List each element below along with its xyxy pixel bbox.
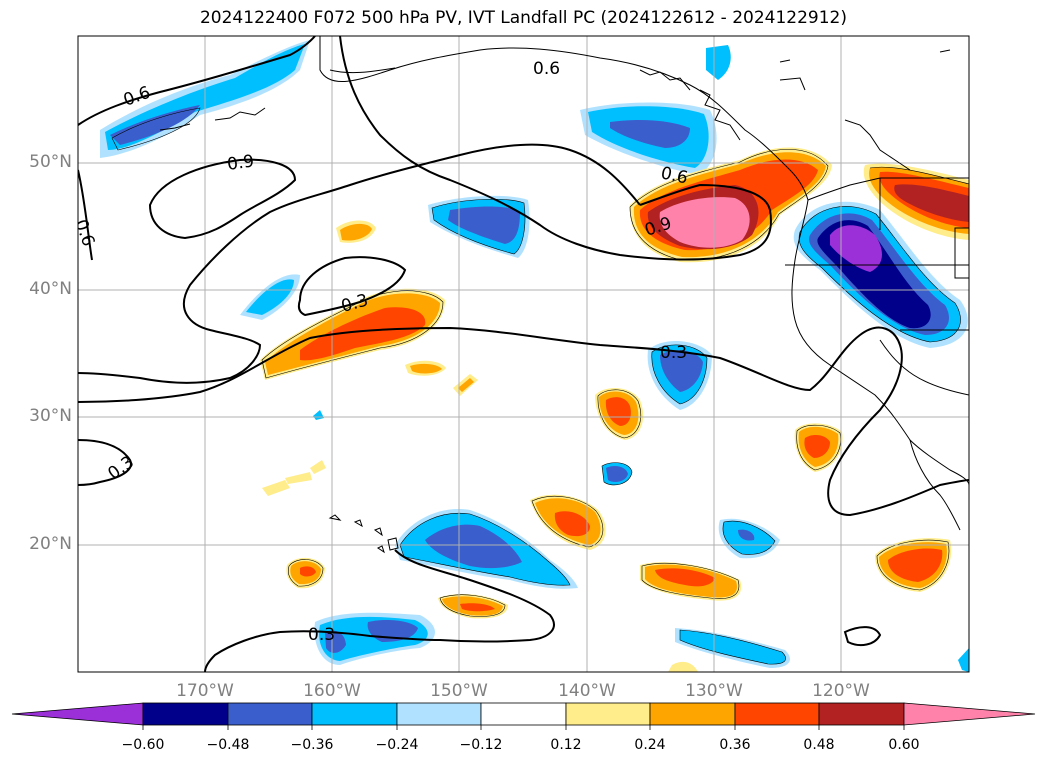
lon-label-140w: 140°W xyxy=(558,681,616,701)
coastlines xyxy=(159,36,969,554)
colorbar-tick-label: 0.12 xyxy=(550,737,582,753)
colorbar-tick-label: −0.60 xyxy=(121,737,165,753)
contour-label: 0.6 xyxy=(533,59,560,79)
colorbar-segment xyxy=(480,702,567,726)
colorbar-tick-label: 0.24 xyxy=(634,737,666,753)
colorbar-tick-label: −0.12 xyxy=(459,737,503,753)
colorbar-tick-label: −0.48 xyxy=(206,737,250,753)
colorbar-segment xyxy=(649,702,736,726)
colorbar-segment xyxy=(396,702,482,726)
colorbar-tick-label: −0.36 xyxy=(290,737,334,753)
lat-label-30n: 30°N xyxy=(29,406,72,426)
lat-label-20n: 20°N xyxy=(29,534,72,554)
fill-outline-contours xyxy=(111,107,969,665)
colorbar-segment xyxy=(565,702,651,726)
contour-label: 0.9 xyxy=(226,151,256,175)
colorbar-segment xyxy=(311,702,398,726)
colorbar-segment xyxy=(227,702,313,726)
positive-anomaly-fill xyxy=(260,147,969,672)
map-title: 2024122400 F072 500 hPa PV, IVT Landfall… xyxy=(199,8,847,28)
colorbar-tick-label: −0.24 xyxy=(375,737,419,753)
colorbar xyxy=(11,702,1036,730)
contour-label: 0.6 xyxy=(70,217,98,249)
colorbar-segment xyxy=(734,702,820,726)
colorbar-tick-label: 0.60 xyxy=(888,737,920,753)
colorbar-tick-label: 0.36 xyxy=(719,737,751,753)
lat-label-40n: 40°N xyxy=(29,279,72,299)
colorbar-extend-right xyxy=(903,702,1036,726)
contour-label: 0.3 xyxy=(660,343,687,363)
contour-label: 0.3 xyxy=(308,625,335,645)
colorbar-tick-label: 0.48 xyxy=(803,737,835,753)
negative-anomaly-fill xyxy=(100,40,969,672)
colorbar-segment xyxy=(818,702,905,726)
lon-label-120w: 120°W xyxy=(812,681,870,701)
lon-label-170w: 170°W xyxy=(176,681,234,701)
lon-label-130w: 130°W xyxy=(685,681,743,701)
lat-label-50n: 50°N xyxy=(29,152,72,172)
plot-frame xyxy=(77,35,970,673)
colorbar-segment xyxy=(142,702,229,726)
lon-label-160w: 160°W xyxy=(303,681,361,701)
lon-label-150w: 150°W xyxy=(430,681,488,701)
pv-contours xyxy=(78,36,969,672)
contour-labels: 0.6 0.6 0.6 0.9 0.9 0.6 0.3 0.3 0.3 0.3 xyxy=(70,59,690,645)
colorbar-extend-left xyxy=(11,702,144,726)
